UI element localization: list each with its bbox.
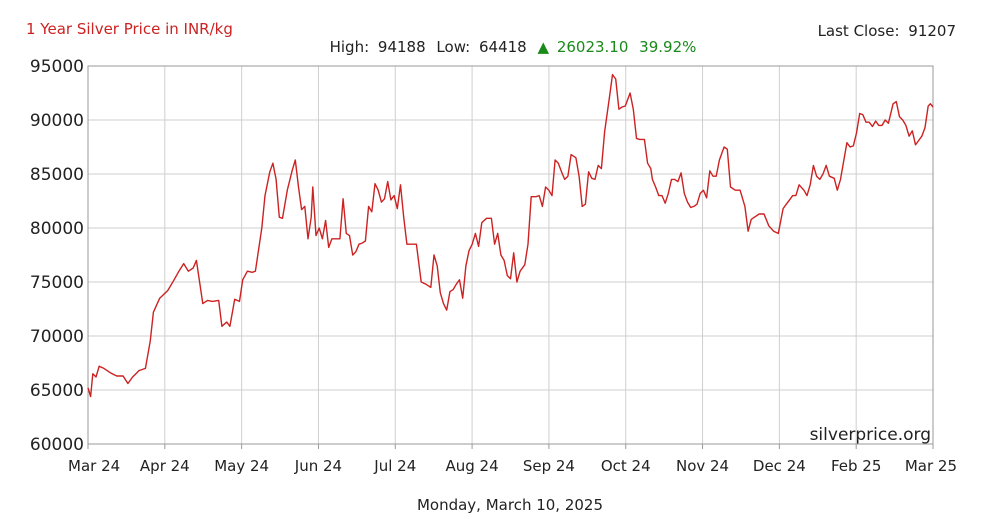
x-tick-label: Aug 24 xyxy=(446,457,499,475)
stats-line: High: 94188 Low: 64418 ▲ 26023.10 39.92% xyxy=(330,38,697,56)
chart-date: Monday, March 10, 2025 xyxy=(417,496,603,514)
watermark: silverprice.org xyxy=(810,425,931,445)
x-axis: Mar 24 Apr 24 May 24 Jun 24 Jul 24 Aug 24 Sep … xyxy=(68,457,957,475)
x-tick-label: Feb 25 xyxy=(831,457,881,475)
change-value: 26023.10 xyxy=(557,38,629,56)
x-tick-label: Mar 25 xyxy=(905,457,957,475)
y-tick-label: 95000 xyxy=(30,57,84,77)
x-tick-label: Apr 24 xyxy=(140,457,190,475)
up-arrow-icon: ▲ xyxy=(537,38,549,56)
y-tick-label: 85000 xyxy=(30,165,84,185)
series-line xyxy=(87,73,934,398)
last-close: Last Close: 91207 xyxy=(818,22,956,40)
y-tick-label: 90000 xyxy=(30,111,84,131)
x-tick-label: Dec 24 xyxy=(753,457,806,475)
x-tick-label: Jul 24 xyxy=(373,457,416,475)
low-label: Low: xyxy=(436,38,470,56)
change-percent: 39.92% xyxy=(639,38,696,56)
y-tick-label: 65000 xyxy=(30,381,84,401)
y-tick-label: 60000 xyxy=(30,435,84,455)
x-tick-label: Mar 24 xyxy=(68,457,120,475)
x-tick-label: Sep 24 xyxy=(523,457,575,475)
high-value: 94188 xyxy=(378,38,426,56)
x-tick-label: Oct 24 xyxy=(601,457,651,475)
grid xyxy=(87,65,934,449)
last-close-label: Last Close: xyxy=(818,22,900,40)
y-axis: 95000 90000 85000 80000 75000 70000 65000 60000 xyxy=(30,57,84,455)
chart-title: 1 Year Silver Price in INR/kg xyxy=(26,20,233,38)
x-tick-label: Nov 24 xyxy=(676,457,729,475)
last-close-value: 91207 xyxy=(908,22,956,40)
x-tick-label: May 24 xyxy=(214,457,269,475)
high-label: High: xyxy=(330,38,370,56)
y-tick-label: 75000 xyxy=(30,273,84,293)
plot-frame xyxy=(87,65,934,445)
y-tick-label: 80000 xyxy=(30,219,84,239)
low-value: 64418 xyxy=(479,38,527,56)
y-tick-label: 70000 xyxy=(30,327,84,347)
x-tick-label: Jun 24 xyxy=(294,457,342,475)
